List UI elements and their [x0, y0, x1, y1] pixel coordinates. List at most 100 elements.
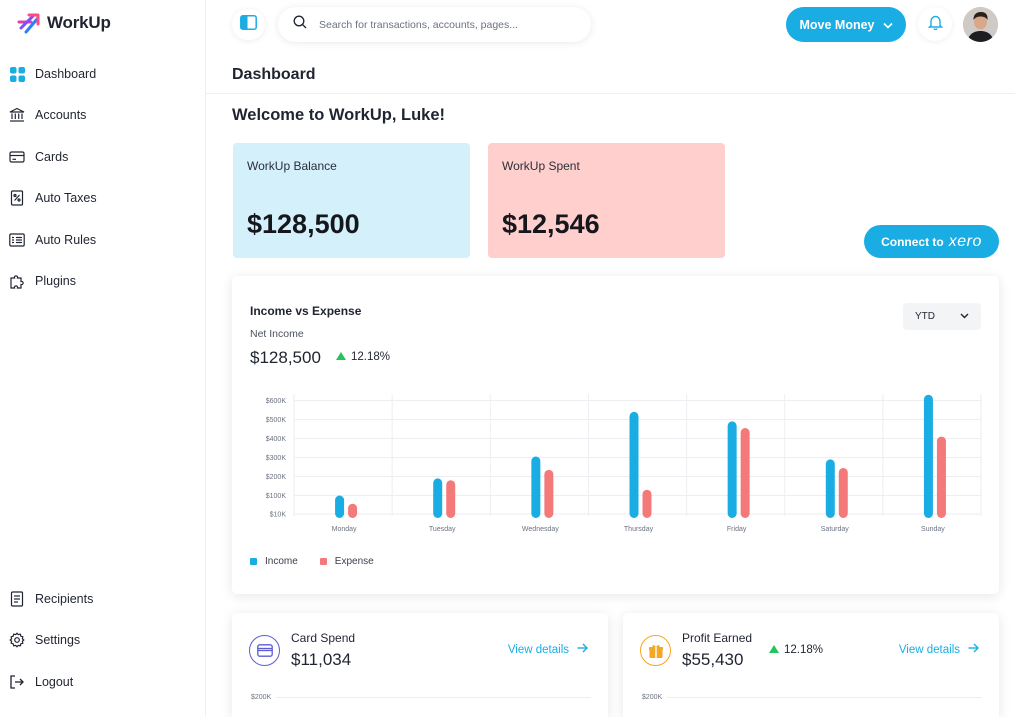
spent-card[interactable]: WorkUp Spent $12,546: [488, 143, 725, 258]
x-tick-label: Friday: [727, 526, 747, 533]
bank-icon: [9, 107, 25, 123]
sidebar-item-plugins[interactable]: Plugins: [9, 273, 76, 289]
card-spend-icon-badge: [249, 635, 280, 666]
credit-card-icon: [256, 644, 273, 657]
period-select[interactable]: YTD: [903, 303, 981, 330]
link-label: View details: [507, 643, 569, 656]
y-tick-label: $600K: [266, 398, 287, 405]
welcome-message: Welcome to WorkUp, Luke!: [232, 106, 446, 124]
connect-xero-button[interactable]: Connect to xero: [864, 225, 999, 258]
sidebar-item-label: Auto Taxes: [35, 191, 97, 205]
sidebar-item-cards[interactable]: Cards: [9, 149, 68, 165]
header-divider: [206, 93, 1015, 94]
card-spend-title: Card Spend: [291, 631, 356, 645]
sidebar-toggle-button[interactable]: [232, 9, 265, 40]
legend-label: Income: [265, 556, 298, 567]
sidebar-item-label: Plugins: [35, 274, 76, 288]
legend-label: Expense: [334, 556, 374, 567]
bar-expense: [544, 469, 554, 518]
grid-line: [276, 697, 591, 698]
spent-card-value: $12,546: [502, 209, 600, 239]
gift-icon: [648, 644, 663, 658]
search-icon: [293, 15, 307, 34]
link-label: View details: [898, 643, 960, 656]
page-title: Dashboard: [232, 66, 316, 83]
bar-expense: [446, 480, 456, 518]
bar-income: [923, 394, 933, 518]
profit-title: Profit Earned: [682, 631, 753, 645]
sidebar-item-settings[interactable]: Settings: [9, 632, 80, 648]
xero-logo: xero: [948, 232, 982, 250]
notifications-button[interactable]: [918, 7, 952, 41]
profit-view-details-link[interactable]: View details: [899, 643, 979, 656]
sidebar-item-dashboard[interactable]: Dashboard: [9, 66, 96, 82]
arrow-right-icon: [577, 643, 588, 656]
profit-icon-badge: [640, 635, 671, 666]
sidebar-item-logout[interactable]: Logout: [9, 674, 73, 690]
sidebar-item-label: Auto Rules: [35, 233, 97, 247]
income-expense-card: Income vs Expense Net Income $128,500 12…: [232, 276, 999, 594]
profit-change: 12.18%: [769, 644, 823, 656]
app-name: WorkUp: [47, 13, 111, 32]
bar-income: [825, 459, 835, 518]
document-icon: [9, 591, 25, 607]
card-icon: [9, 149, 25, 165]
sidebar-item-label: Logout: [35, 675, 74, 689]
legend-item-expense: Expense: [319, 556, 374, 567]
user-avatar-icon: [963, 7, 998, 42]
y-tick-label: $10K: [270, 512, 287, 519]
sidebar: WorkUp Dashboard Accounts Cards Auto Tax…: [0, 0, 206, 717]
connect-label: Connect to: [881, 234, 944, 249]
bar-income: [531, 456, 541, 518]
avatar[interactable]: [963, 7, 998, 42]
y-axis-label: $200K: [251, 694, 272, 701]
y-tick-label: $100K: [266, 493, 287, 500]
dashboard-grid-icon: [9, 66, 25, 82]
triangle-up-icon: [336, 351, 346, 363]
chart-legend: Income Expense: [250, 556, 374, 567]
triangle-up-icon: [769, 644, 779, 656]
change-value: 12.18%: [351, 351, 391, 363]
sidebar-item-label: Dashboard: [35, 67, 97, 81]
period-value: YTD: [915, 311, 935, 322]
bar-expense: [740, 428, 750, 518]
search-bar[interactable]: [278, 7, 591, 42]
sidebar-item-recipients[interactable]: Recipients: [9, 591, 93, 607]
puzzle-icon: [9, 273, 25, 289]
sidebar-item-label: Accounts: [35, 108, 87, 122]
legend-swatch-expense: [319, 557, 327, 565]
y-axis-label: $200K: [642, 694, 663, 701]
app-logo[interactable]: WorkUp: [17, 12, 111, 34]
bar-income: [629, 411, 639, 518]
logout-icon: [9, 674, 25, 690]
bar-income: [433, 478, 443, 518]
move-money-label: Move Money: [799, 17, 875, 32]
bar-expense: [838, 467, 848, 518]
y-tick-label: $500K: [266, 417, 287, 424]
panel-toggle-icon: [240, 14, 257, 35]
sidebar-item-label: Settings: [35, 633, 81, 647]
sidebar-item-accounts[interactable]: Accounts: [9, 107, 86, 123]
x-tick-label: Monday: [332, 526, 357, 533]
legend-swatch-income: [250, 557, 257, 565]
y-tick-label: $300K: [266, 455, 287, 462]
card-spend-value: $11,034: [291, 650, 352, 669]
change-value: 12.18%: [784, 644, 824, 656]
arrow-right-icon: [968, 643, 979, 656]
spent-card-label: WorkUp Spent: [502, 159, 580, 173]
x-tick-label: Tuesday: [429, 526, 456, 533]
bar-expense: [936, 436, 946, 518]
sidebar-item-auto-taxes[interactable]: Auto Taxes: [9, 190, 97, 206]
card-spend-view-details-link[interactable]: View details: [508, 643, 588, 656]
x-tick-label: Thursday: [624, 526, 654, 533]
net-income-label: Net Income: [250, 328, 304, 340]
balance-card[interactable]: WorkUp Balance $128,500: [233, 143, 470, 258]
y-tick-label: $200K: [266, 474, 287, 481]
sidebar-item-auto-rules[interactable]: Auto Rules: [9, 232, 96, 248]
net-income-value: $128,500: [250, 348, 321, 367]
search-input[interactable]: [319, 18, 559, 31]
move-money-button[interactable]: Move Money: [786, 7, 906, 42]
bar-income: [727, 421, 737, 518]
net-income-change: 12.18%: [336, 351, 390, 363]
tax-receipt-icon: [9, 190, 25, 206]
